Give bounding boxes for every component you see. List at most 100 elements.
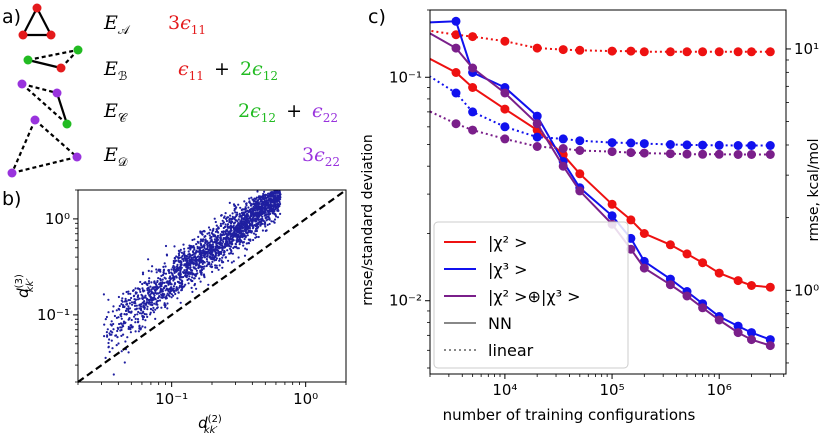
- scatter-point: [199, 280, 202, 283]
- scatter-point: [141, 273, 145, 276]
- scatter-point: [252, 232, 256, 235]
- scatter-point: [209, 228, 212, 231]
- scatter-point: [134, 308, 137, 311]
- scatter-point: [233, 233, 236, 236]
- scatter-point: [196, 272, 199, 275]
- scatter-point: [198, 277, 201, 280]
- scatter-point: [159, 279, 162, 282]
- scatter-point: [222, 240, 225, 243]
- scatter-point: [254, 236, 257, 239]
- scatter-point: [179, 301, 182, 304]
- scatter-point: [272, 200, 275, 203]
- scatter-point: [135, 304, 138, 307]
- series-marker: [451, 119, 461, 129]
- scatter-point: [264, 209, 267, 212]
- y2-tick-label: 10⁰: [794, 281, 819, 299]
- scatter-point: [118, 322, 121, 326]
- series-marker: [558, 134, 568, 144]
- scatter-point: [105, 331, 108, 334]
- triangle-c: [17, 79, 72, 129]
- scatter-point: [107, 298, 110, 301]
- series-group: [430, 16, 775, 351]
- scatter-point: [125, 290, 128, 294]
- scatter-point: [169, 277, 173, 280]
- scatter-point: [220, 244, 223, 247]
- scatter-point: [215, 224, 218, 227]
- series-marker: [698, 149, 708, 159]
- scatter-point: [167, 269, 170, 272]
- scatter-point: [256, 207, 259, 210]
- scatter-point: [157, 296, 160, 300]
- scatter-point: [255, 203, 258, 206]
- scatter-point: [260, 202, 263, 205]
- scatter-point: [269, 206, 272, 209]
- scatter-point: [226, 223, 230, 226]
- scatter-point: [186, 278, 189, 282]
- scatter-point: [168, 295, 171, 298]
- scatter-chart: 10⁻¹ 10⁰ 10⁻¹ 10⁰ d(3)kk′ d(2) kk′: [14, 189, 347, 435]
- scatter-point: [164, 303, 167, 306]
- scatter-point: [222, 261, 225, 264]
- scatter-point: [150, 296, 153, 299]
- series-marker: [747, 335, 756, 345]
- scatter-point: [146, 315, 149, 318]
- y-tick-label: 10⁻¹: [37, 306, 70, 324]
- scatter-point: [198, 260, 201, 263]
- series-marker: [765, 282, 775, 292]
- scatter-point: [275, 207, 278, 210]
- legend-label: |χ² >⊕|χ³ >: [488, 287, 580, 306]
- scatter-point: [193, 282, 197, 286]
- axis-ticks: 10⁻¹ 10⁰ 10⁻¹ 10⁰: [37, 189, 347, 408]
- equation-d: E𝒟: [104, 144, 128, 169]
- scatter-point: [178, 254, 181, 257]
- scatter-point: [206, 232, 209, 235]
- scatter-point: [208, 251, 211, 254]
- scatter-point: [255, 200, 258, 203]
- scatter-point: [204, 251, 207, 254]
- series-marker: [733, 150, 743, 159]
- scatter-point: [134, 330, 137, 333]
- scatter-point: [104, 318, 107, 321]
- scatter-point: [241, 213, 244, 216]
- series-marker: [558, 161, 568, 171]
- scatter-point: [141, 289, 145, 292]
- series-marker: [665, 280, 675, 290]
- scatter-point: [166, 302, 169, 305]
- scatter-point: [150, 303, 154, 306]
- scatter-point: [243, 217, 246, 220]
- scatter-point: [213, 217, 216, 220]
- scatter-point: [120, 317, 123, 320]
- scatter-point: [151, 309, 154, 312]
- scatter-point: [224, 256, 227, 259]
- scatter-point: [262, 192, 265, 196]
- scatter-point: [181, 254, 184, 258]
- series-marker: [747, 150, 756, 159]
- series-marker: [532, 132, 542, 142]
- scatter-point: [219, 222, 222, 225]
- scatter-point: [248, 197, 251, 200]
- scatter-point: [227, 232, 230, 235]
- scatter-point: [193, 277, 196, 280]
- scatter-point: [248, 224, 251, 228]
- series-marker: [451, 43, 461, 53]
- scatter-point: [263, 223, 266, 226]
- scatter-point: [127, 292, 130, 295]
- scatter-point: [250, 223, 254, 226]
- scatter-point: [198, 262, 201, 265]
- scatter-point: [268, 222, 271, 226]
- scatter-point: [192, 250, 195, 254]
- scatter-point: [144, 326, 147, 329]
- series-marker: [500, 88, 510, 98]
- scatter-point: [185, 265, 188, 268]
- scatter-point: [229, 235, 232, 238]
- scatter-point: [189, 262, 192, 265]
- scatter-point: [235, 211, 239, 214]
- scatter-point: [124, 309, 128, 312]
- scatter-point: [253, 212, 256, 215]
- scatter-point: [158, 295, 161, 298]
- scatter-point: [191, 272, 194, 275]
- scatter-point: [212, 229, 215, 232]
- scatter-point: [158, 291, 161, 294]
- scatter-point: [252, 219, 255, 222]
- node-purple: [52, 88, 62, 98]
